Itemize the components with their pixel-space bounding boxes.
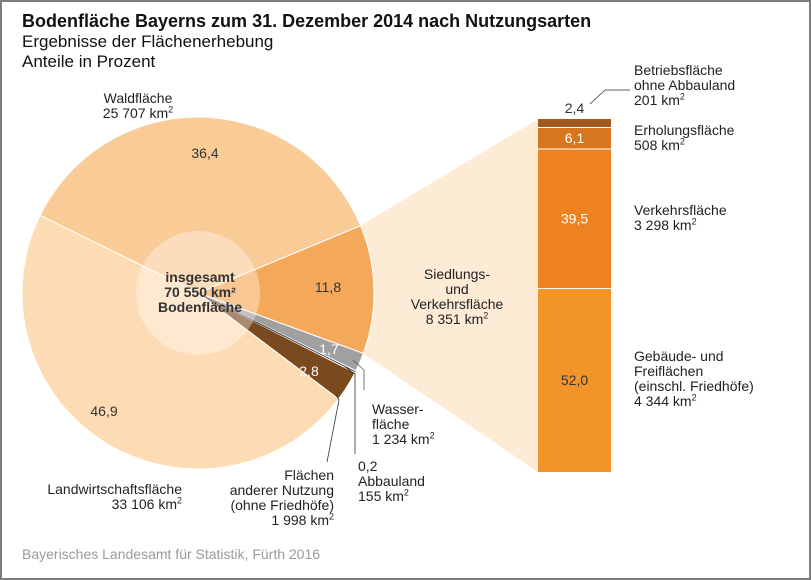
- bar-segment-3: [538, 288, 611, 472]
- pie-value-label-wasser: 1,7: [319, 341, 339, 357]
- pie-value-label-landwirtschaft: 46,9: [90, 403, 117, 419]
- label-verkehr-name: Verkehrsfläche: [634, 202, 727, 218]
- label-erholung-name: Erholungsfläche: [634, 122, 735, 138]
- pie-value-label-andere: 2,8: [299, 363, 319, 379]
- label-erholung-area: 508 km2: [634, 136, 685, 153]
- center-label: insgesamt 70 550 km² Bodenfläche: [140, 270, 260, 315]
- label-gebaeude-line1: Gebäude- und: [634, 348, 724, 364]
- label-abbau: 0,2 Abbauland 155 km2: [358, 459, 425, 504]
- center-label-line3: Bodenfläche: [157, 299, 242, 315]
- label-siedlung-area: 8 351 km2: [425, 310, 489, 327]
- pie-value-label-wald: 36,4: [191, 145, 218, 161]
- label-erholung: Erholungsfläche 508 km2: [634, 123, 734, 153]
- chart-subtitle-2: Anteile in Prozent: [22, 52, 156, 71]
- leader-line-abbau: [343, 365, 356, 454]
- zoom-connector: [360, 119, 538, 472]
- bar-value-label-1: 6,1: [565, 130, 585, 146]
- label-siedlung-line1: Siedlungs-: [423, 266, 491, 282]
- label-wald-name: Waldfläche: [103, 90, 173, 106]
- leader-line-andere: [326, 394, 340, 463]
- label-verkehr-area: 3 298 km2: [634, 216, 697, 233]
- label-gebaeude-line2: Freiflächen: [634, 363, 704, 379]
- pie-slice-landwirtschaft: [21, 214, 340, 470]
- pie-slice-wald: [39, 116, 362, 294]
- label-verkehr: Verkehrsfläche 3 298 km2: [634, 203, 727, 233]
- label-abbau-value: 0,2: [358, 458, 378, 474]
- label-wasser-line1: Wasser-: [372, 401, 424, 417]
- label-wasser: Wasser- fläche 1 234 km2: [372, 402, 435, 447]
- bar-value-label-0: 2,4: [565, 100, 585, 116]
- label-abbau-name: Abbauland: [358, 473, 425, 489]
- label-wald: Waldfläche 25 707 km2: [78, 91, 198, 121]
- label-betrieb: Betriebsfläche ohne Abbauland 201 km2: [634, 63, 735, 108]
- bar-value-label-3: 52,0: [561, 372, 588, 388]
- label-gebaeude-area: 4 344 km2: [634, 392, 697, 409]
- bar-segment-2: [538, 149, 611, 289]
- label-betrieb-line1: Betriebsfläche: [634, 62, 723, 78]
- center-circle: [136, 231, 260, 355]
- label-andere-line3: (ohne Friedhöfe): [230, 497, 334, 513]
- label-landwirtschaft-name: Landwirtschaftsfläche: [47, 481, 182, 497]
- label-gebaeude: Gebäude- und Freiflächen (einschl. Fried…: [634, 349, 754, 409]
- source-note: Bayerisches Landesamt für Statistik, Für…: [22, 546, 321, 562]
- label-andere-line1: Flächen: [284, 467, 334, 483]
- label-betrieb-area: 201 km2: [634, 91, 685, 108]
- label-siedlung-line3: Verkehrsfläche: [410, 296, 504, 312]
- label-wasser-line2: fläche: [372, 416, 410, 432]
- chart-title: Bodenfläche Bayerns zum 31. Dezember 201…: [22, 11, 592, 31]
- label-andere-area: 1 998 km2: [271, 511, 334, 528]
- label-gebaeude-line3: (einschl. Friedhöfe): [634, 378, 754, 394]
- center-label-total: 70 550 km²: [164, 284, 236, 300]
- pie-value-label-siedlung: 11,8: [315, 279, 341, 295]
- label-andere-line2: anderer Nutzung: [229, 482, 334, 498]
- label-landwirtschaft-area: 33 106 km2: [111, 495, 182, 512]
- label-siedlung-line2: und: [445, 281, 469, 297]
- leader-line-betrieb: [589, 89, 630, 105]
- label-siedlung: Siedlungs- und Verkehrsfläche 8 351 km2: [402, 267, 512, 327]
- label-wasser-area: 1 234 km2: [372, 430, 435, 447]
- leader-line-wasser: [352, 359, 365, 390]
- bar-segment-1: [538, 127, 611, 150]
- pie-slice-abbau-line: [197, 292, 356, 373]
- bar-segment-0: [538, 119, 611, 128]
- chart-subtitle-1: Ergebnisse der Flächenerhebung: [22, 32, 274, 51]
- pie-slice-siedlung: [196, 224, 375, 355]
- center-label-line1: insgesamt: [165, 269, 235, 285]
- label-betrieb-line2: ohne Abbauland: [634, 77, 736, 93]
- label-andere: Flächen anderer Nutzung (ohne Friedhöfe)…: [192, 468, 334, 528]
- label-landwirtschaft: Landwirtschaftsfläche 33 106 km2: [22, 482, 182, 512]
- label-abbau-area: 155 km2: [358, 487, 409, 504]
- label-wald-area: 25 707 km2: [102, 104, 174, 121]
- bar-value-label-2: 39,5: [561, 211, 588, 227]
